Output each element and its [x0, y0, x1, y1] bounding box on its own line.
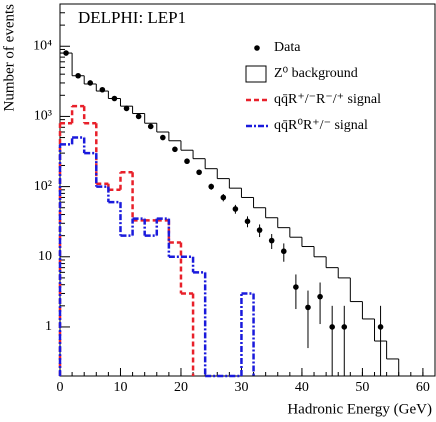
legend-label: Data — [274, 40, 301, 55]
x-tick-label: 10 — [113, 380, 127, 395]
data-point — [123, 105, 130, 112]
y-tick-label: 10⁴ — [33, 38, 52, 53]
data-point — [293, 284, 299, 290]
data-point — [196, 169, 202, 176]
data-point — [208, 183, 215, 190]
data-point — [172, 146, 178, 153]
legend-symbol — [245, 65, 267, 83]
legend-label: qq̄R⁰R⁺/⁻ signal — [274, 118, 368, 133]
legend-label: Z⁰ background — [274, 66, 358, 81]
x-tick-label: 0 — [57, 380, 64, 395]
data-point — [87, 80, 94, 86]
data-point — [329, 324, 335, 330]
data-point — [99, 86, 106, 93]
y-tick-label: 1 — [45, 319, 52, 334]
y-axis-label: Number of events — [1, 4, 17, 112]
data-point — [160, 134, 166, 141]
x-axis-label: Hadronic Energy (GeV) — [287, 401, 432, 417]
legend-symbol — [254, 45, 260, 51]
y-tick-label: 10³ — [34, 109, 52, 124]
data-point — [305, 304, 311, 311]
data-point — [220, 194, 227, 201]
x-tick-label: 60 — [416, 380, 430, 395]
data-point — [377, 324, 384, 330]
y-tick-label: 10 — [38, 249, 52, 264]
legend-label: qq̄R⁺/⁻R⁻/⁺ signal — [274, 92, 381, 107]
data-point — [268, 237, 275, 244]
data-point — [280, 248, 287, 255]
data-point — [317, 293, 323, 300]
y-tick-label: 10² — [34, 179, 52, 194]
x-tick-label: 20 — [174, 380, 188, 395]
data-point — [232, 206, 239, 212]
data-point — [256, 227, 263, 233]
data-point — [135, 113, 142, 120]
data-point — [341, 324, 348, 330]
data-point — [184, 158, 190, 165]
data-point — [244, 218, 251, 225]
x-tick-label: 40 — [295, 380, 309, 395]
data-point — [147, 123, 154, 130]
x-tick-label: 50 — [355, 380, 369, 395]
x-tick-label: 30 — [234, 380, 248, 395]
plot-frame — [59, 3, 436, 377]
chart-title: DELPHI: LEP1 — [78, 8, 186, 27]
